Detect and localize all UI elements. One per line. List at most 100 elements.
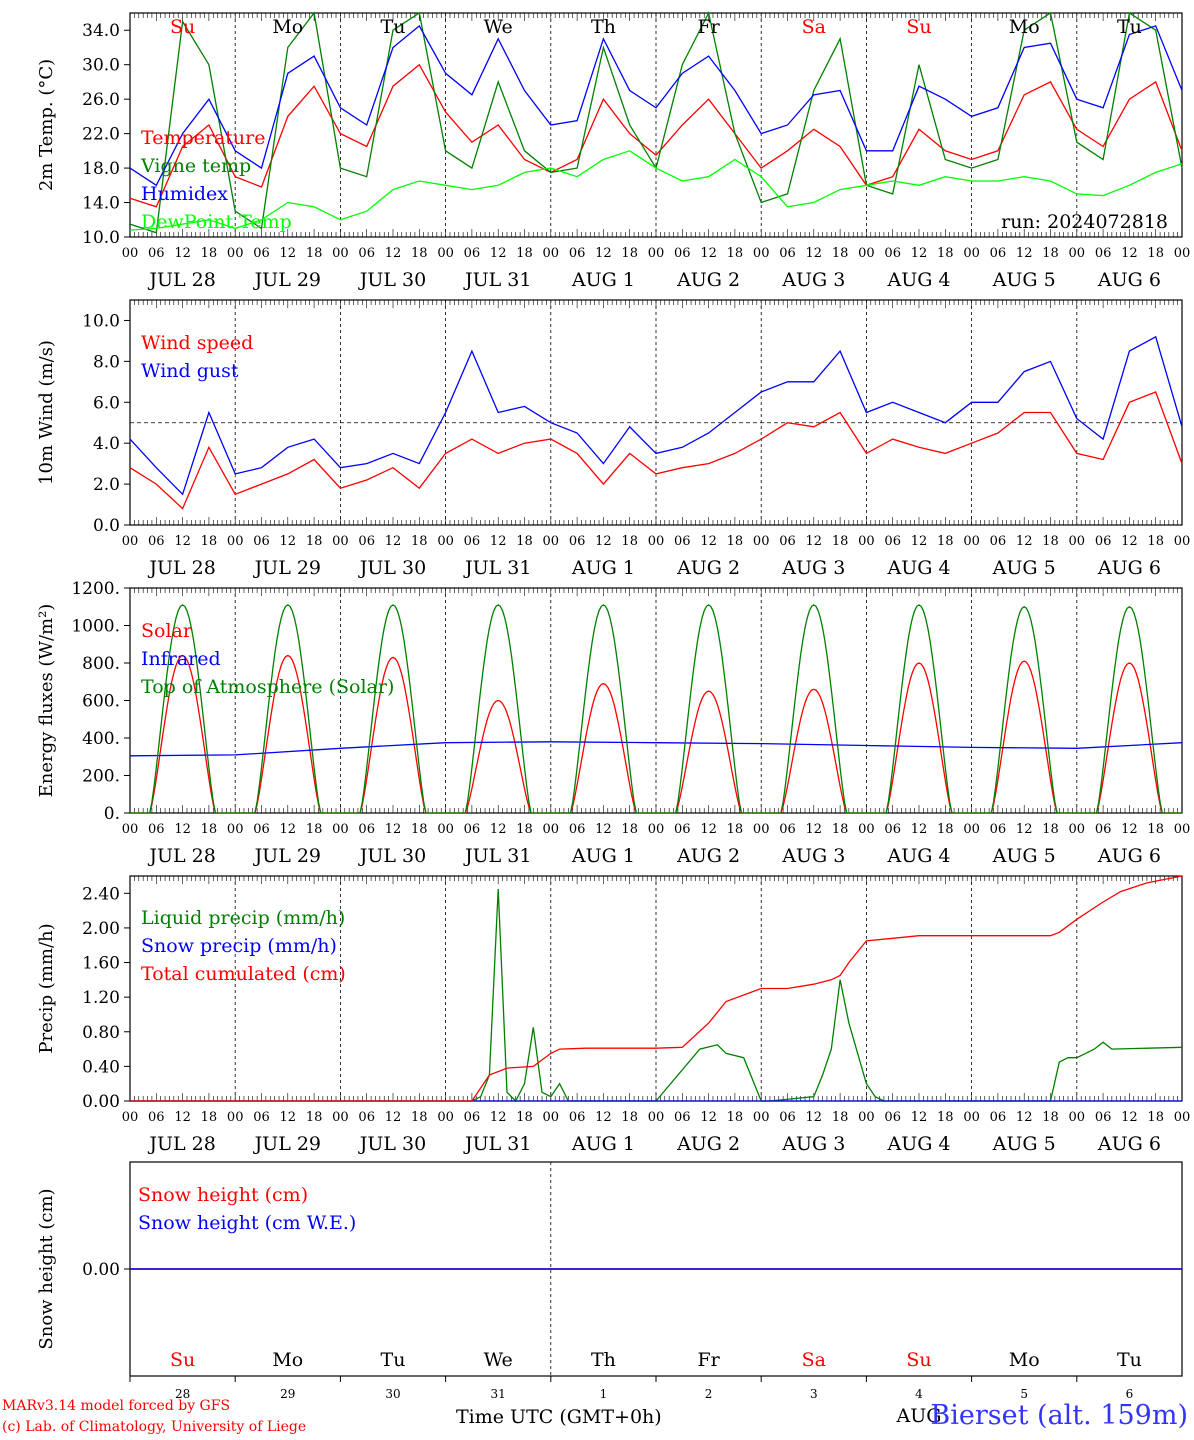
hour-label: 12 bbox=[806, 246, 823, 261]
day-number-label: 3 bbox=[810, 1387, 818, 1401]
y-tick-label: 2.00 bbox=[82, 919, 120, 939]
hour-label: 00 bbox=[648, 822, 665, 837]
hour-label: 12 bbox=[385, 534, 402, 549]
weekday-label: Mo bbox=[1009, 16, 1040, 38]
weekday-label: Su bbox=[906, 16, 931, 38]
y-tick-label: 2.0 bbox=[93, 475, 120, 495]
weekday-label: Fr bbox=[697, 1349, 720, 1371]
hour-label: 12 bbox=[595, 1110, 612, 1125]
hour-label: 12 bbox=[806, 534, 823, 549]
hour-label: 06 bbox=[464, 1110, 481, 1125]
hour-label: 00 bbox=[1069, 822, 1086, 837]
hour-label: 12 bbox=[490, 1110, 507, 1125]
month-label: AUG bbox=[896, 1405, 942, 1427]
series-line bbox=[129, 335, 1183, 496]
series-line bbox=[129, 63, 1183, 208]
hour-label: 18 bbox=[516, 534, 533, 549]
hour-label: 00 bbox=[122, 246, 139, 261]
day-number-label: 4 bbox=[915, 1387, 923, 1401]
hour-label: 06 bbox=[884, 1110, 901, 1125]
legend-entry: Wind gust bbox=[141, 360, 239, 382]
hour-label: 12 bbox=[1016, 822, 1033, 837]
legend-entry: Snow height (cm W.E.) bbox=[138, 1212, 356, 1234]
y-axis-label: Snow height (cm) bbox=[36, 1188, 57, 1349]
hour-label: 12 bbox=[1121, 1110, 1138, 1125]
day-number-label: 29 bbox=[280, 1387, 295, 1401]
hour-label: 06 bbox=[990, 534, 1007, 549]
hour-label: 00 bbox=[227, 822, 244, 837]
day-number-label: 2 bbox=[705, 1387, 713, 1401]
date-label: AUG 6 bbox=[1097, 845, 1161, 867]
y-tick-label: 0.80 bbox=[82, 1023, 120, 1043]
y-tick-label: 4.0 bbox=[93, 434, 120, 454]
weekday-label: We bbox=[484, 1349, 513, 1371]
hour-label: 12 bbox=[911, 1110, 928, 1125]
date-label: AUG 1 bbox=[571, 845, 635, 867]
y-tick-label: 0.0 bbox=[93, 516, 120, 536]
hour-label: 18 bbox=[621, 534, 638, 549]
hour-label: 18 bbox=[832, 1110, 849, 1125]
location-label: Bierset (alt. 159m) bbox=[930, 1400, 1188, 1431]
hour-label: 00 bbox=[227, 1110, 244, 1125]
hour-label: 00 bbox=[858, 822, 875, 837]
hour-label: 12 bbox=[385, 822, 402, 837]
legend-entry: Snow precip (mm/h) bbox=[141, 935, 337, 957]
hour-label: 06 bbox=[674, 246, 691, 261]
hour-label: 18 bbox=[937, 1110, 954, 1125]
series-line bbox=[129, 391, 1183, 510]
hour-label: 06 bbox=[1095, 822, 1112, 837]
day-number-label: 1 bbox=[600, 1387, 608, 1401]
y-tick-label: 8.0 bbox=[93, 352, 120, 372]
weekday-label: We bbox=[484, 16, 513, 38]
date-label: JUL 29 bbox=[253, 269, 321, 291]
hour-label: 00 bbox=[963, 822, 980, 837]
hour-label: 18 bbox=[1147, 246, 1164, 261]
date-label: JUL 28 bbox=[147, 845, 215, 867]
hour-label: 18 bbox=[516, 1110, 533, 1125]
hour-label: 18 bbox=[201, 822, 218, 837]
date-label: AUG 2 bbox=[676, 269, 740, 291]
hour-label: 06 bbox=[148, 246, 165, 261]
day-number-label: 30 bbox=[385, 1387, 400, 1401]
hour-label: 18 bbox=[411, 534, 428, 549]
day-number-label: 28 bbox=[175, 1387, 190, 1401]
weekday-label: Mo bbox=[272, 1349, 303, 1371]
weekday-label: Th bbox=[591, 1349, 616, 1371]
weekday-label: Mo bbox=[272, 16, 303, 38]
hour-label: 18 bbox=[832, 246, 849, 261]
y-axis-label: 2m Temp. (°C) bbox=[36, 59, 57, 191]
y-tick-label: 1.60 bbox=[82, 954, 120, 974]
hour-label: 06 bbox=[464, 246, 481, 261]
weekday-label: Sa bbox=[802, 16, 826, 38]
hour-label: 18 bbox=[1042, 1110, 1059, 1125]
time-axis-label: Time UTC (GMT+0h) bbox=[456, 1406, 662, 1428]
hour-label: 00 bbox=[963, 534, 980, 549]
weekday-label: Fr bbox=[697, 16, 720, 38]
date-label: AUG 1 bbox=[571, 269, 635, 291]
hour-label: 12 bbox=[385, 1110, 402, 1125]
date-label: AUG 5 bbox=[992, 1133, 1056, 1155]
hour-label: 06 bbox=[253, 534, 270, 549]
hour-label: 06 bbox=[1095, 534, 1112, 549]
hour-label: 12 bbox=[490, 534, 507, 549]
hour-label: 18 bbox=[411, 1110, 428, 1125]
hour-label: 00 bbox=[858, 246, 875, 261]
series-line bbox=[130, 875, 1183, 1102]
hour-label: 00 bbox=[543, 534, 560, 549]
hour-label: 00 bbox=[122, 1110, 139, 1125]
series-line bbox=[129, 150, 1183, 231]
hour-label: 00 bbox=[332, 1110, 349, 1125]
date-label: JUL 30 bbox=[358, 269, 426, 291]
hour-label: 12 bbox=[700, 822, 717, 837]
weekday-label: Mo bbox=[1009, 1349, 1040, 1371]
model-credit: MARv3.14 model forced by GFS bbox=[2, 1398, 231, 1414]
hour-label: 18 bbox=[727, 246, 744, 261]
legend-entry: Solar bbox=[141, 620, 193, 642]
date-label: AUG 2 bbox=[676, 845, 740, 867]
weekday-label: Tu bbox=[1117, 1349, 1142, 1371]
hour-label: 18 bbox=[201, 534, 218, 549]
y-tick-label: 26.0 bbox=[82, 90, 120, 110]
hour-label: 00 bbox=[753, 822, 770, 837]
hour-label: 12 bbox=[280, 534, 297, 549]
date-label: AUG 6 bbox=[1097, 557, 1161, 579]
